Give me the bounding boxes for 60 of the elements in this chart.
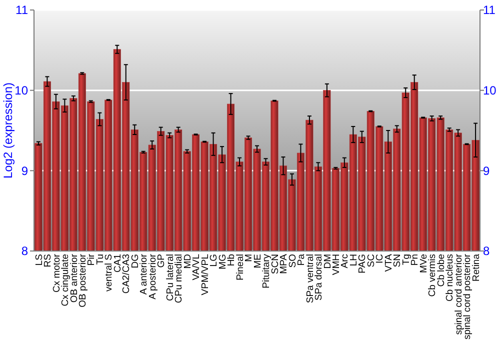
x-tick-label: Retina bbox=[470, 253, 482, 282]
y-tick-label: 8 bbox=[21, 244, 28, 258]
y-axis-title: Log2 (expression) bbox=[1, 82, 15, 179]
x-tick-label: OB anterior bbox=[68, 254, 80, 303]
x-tick-label: Pn bbox=[410, 254, 421, 266]
x-tick-label: SCN bbox=[270, 254, 281, 274]
x-tick-label: RS bbox=[42, 254, 54, 268]
x-tick-label: Pineal bbox=[234, 254, 246, 280]
x-tick-label: MD bbox=[182, 254, 194, 269]
x-tick-label: GP bbox=[156, 254, 168, 268]
x-tick-label: Tu bbox=[94, 254, 106, 265]
x-tick-label: spinal cord anterior bbox=[453, 254, 464, 335]
x-tick-label: SPa ventral bbox=[304, 254, 316, 304]
x-tick-label: DG bbox=[130, 254, 141, 268]
x-tick-label: CA1 bbox=[112, 254, 124, 272]
x-tick-label: Cx cingulate bbox=[60, 254, 72, 306]
y2-tick-label: 11 bbox=[483, 3, 496, 18]
x-tick-label: MPA bbox=[278, 253, 290, 274]
x-tick-label: CA2/CA3 bbox=[121, 254, 132, 294]
x-tick-label: CPu lateral bbox=[164, 254, 176, 301]
x-tick-label: VTA bbox=[383, 253, 394, 272]
x-tick-label: A posterior bbox=[147, 254, 158, 300]
x-tick-label: SN bbox=[392, 254, 404, 268]
x-tick-label: Cb lobe bbox=[436, 254, 447, 287]
x-tick-label: Cb vermis bbox=[427, 254, 438, 297]
x-tick-label: MG bbox=[217, 254, 228, 270]
x-tick-label: OB posterior bbox=[77, 254, 88, 308]
x-tick-label: PAG bbox=[357, 254, 368, 274]
y-tick-label: 11 bbox=[16, 3, 28, 18]
x-tick-label: LG bbox=[208, 254, 220, 267]
x-tick-label: Hb bbox=[226, 254, 238, 266]
x-tick-label: Pituitary bbox=[261, 254, 272, 288]
x-tick-label: Arc bbox=[340, 254, 351, 268]
x-tick-label: ME bbox=[252, 254, 264, 268]
x-tick-label: DM bbox=[322, 254, 334, 269]
x-tick-label: ventral S bbox=[104, 254, 115, 292]
x-tick-label: SPa dorsal bbox=[314, 254, 325, 300]
x-tick-label: Pa bbox=[296, 253, 308, 266]
x-tick-label: Pir bbox=[86, 254, 98, 266]
x-tick-label: LS bbox=[34, 254, 45, 266]
x-tick-label: A anterior bbox=[138, 254, 150, 295]
x-tick-label: Tg bbox=[400, 254, 412, 266]
y-tick-label: 10 bbox=[14, 84, 28, 98]
x-tick-label: spinal cord posterior bbox=[462, 254, 474, 340]
x-tick-label: Cb nucleus bbox=[444, 254, 456, 302]
x-tick-label: VPM/VPL bbox=[200, 254, 211, 296]
x-tick-label: SO bbox=[287, 254, 298, 268]
x-tick-label: VMH bbox=[331, 254, 342, 276]
y2-tick-label: 9 bbox=[483, 164, 490, 178]
x-tick-label: MVe bbox=[418, 254, 430, 274]
x-tick-label: IC bbox=[374, 254, 386, 264]
x-tick-label: Cx motor bbox=[51, 254, 62, 293]
y-tick-label: 9 bbox=[21, 164, 28, 178]
y2-tick-label: 8 bbox=[483, 244, 490, 258]
x-tick-label: CPu medial bbox=[174, 254, 185, 304]
x-tick-label: LH bbox=[348, 254, 360, 266]
x-tick-label: M bbox=[244, 254, 255, 262]
y2-tick-label: 10 bbox=[483, 84, 497, 98]
x-tick-label: SC bbox=[366, 254, 377, 268]
x-tick-label: VA/VL bbox=[191, 254, 202, 280]
